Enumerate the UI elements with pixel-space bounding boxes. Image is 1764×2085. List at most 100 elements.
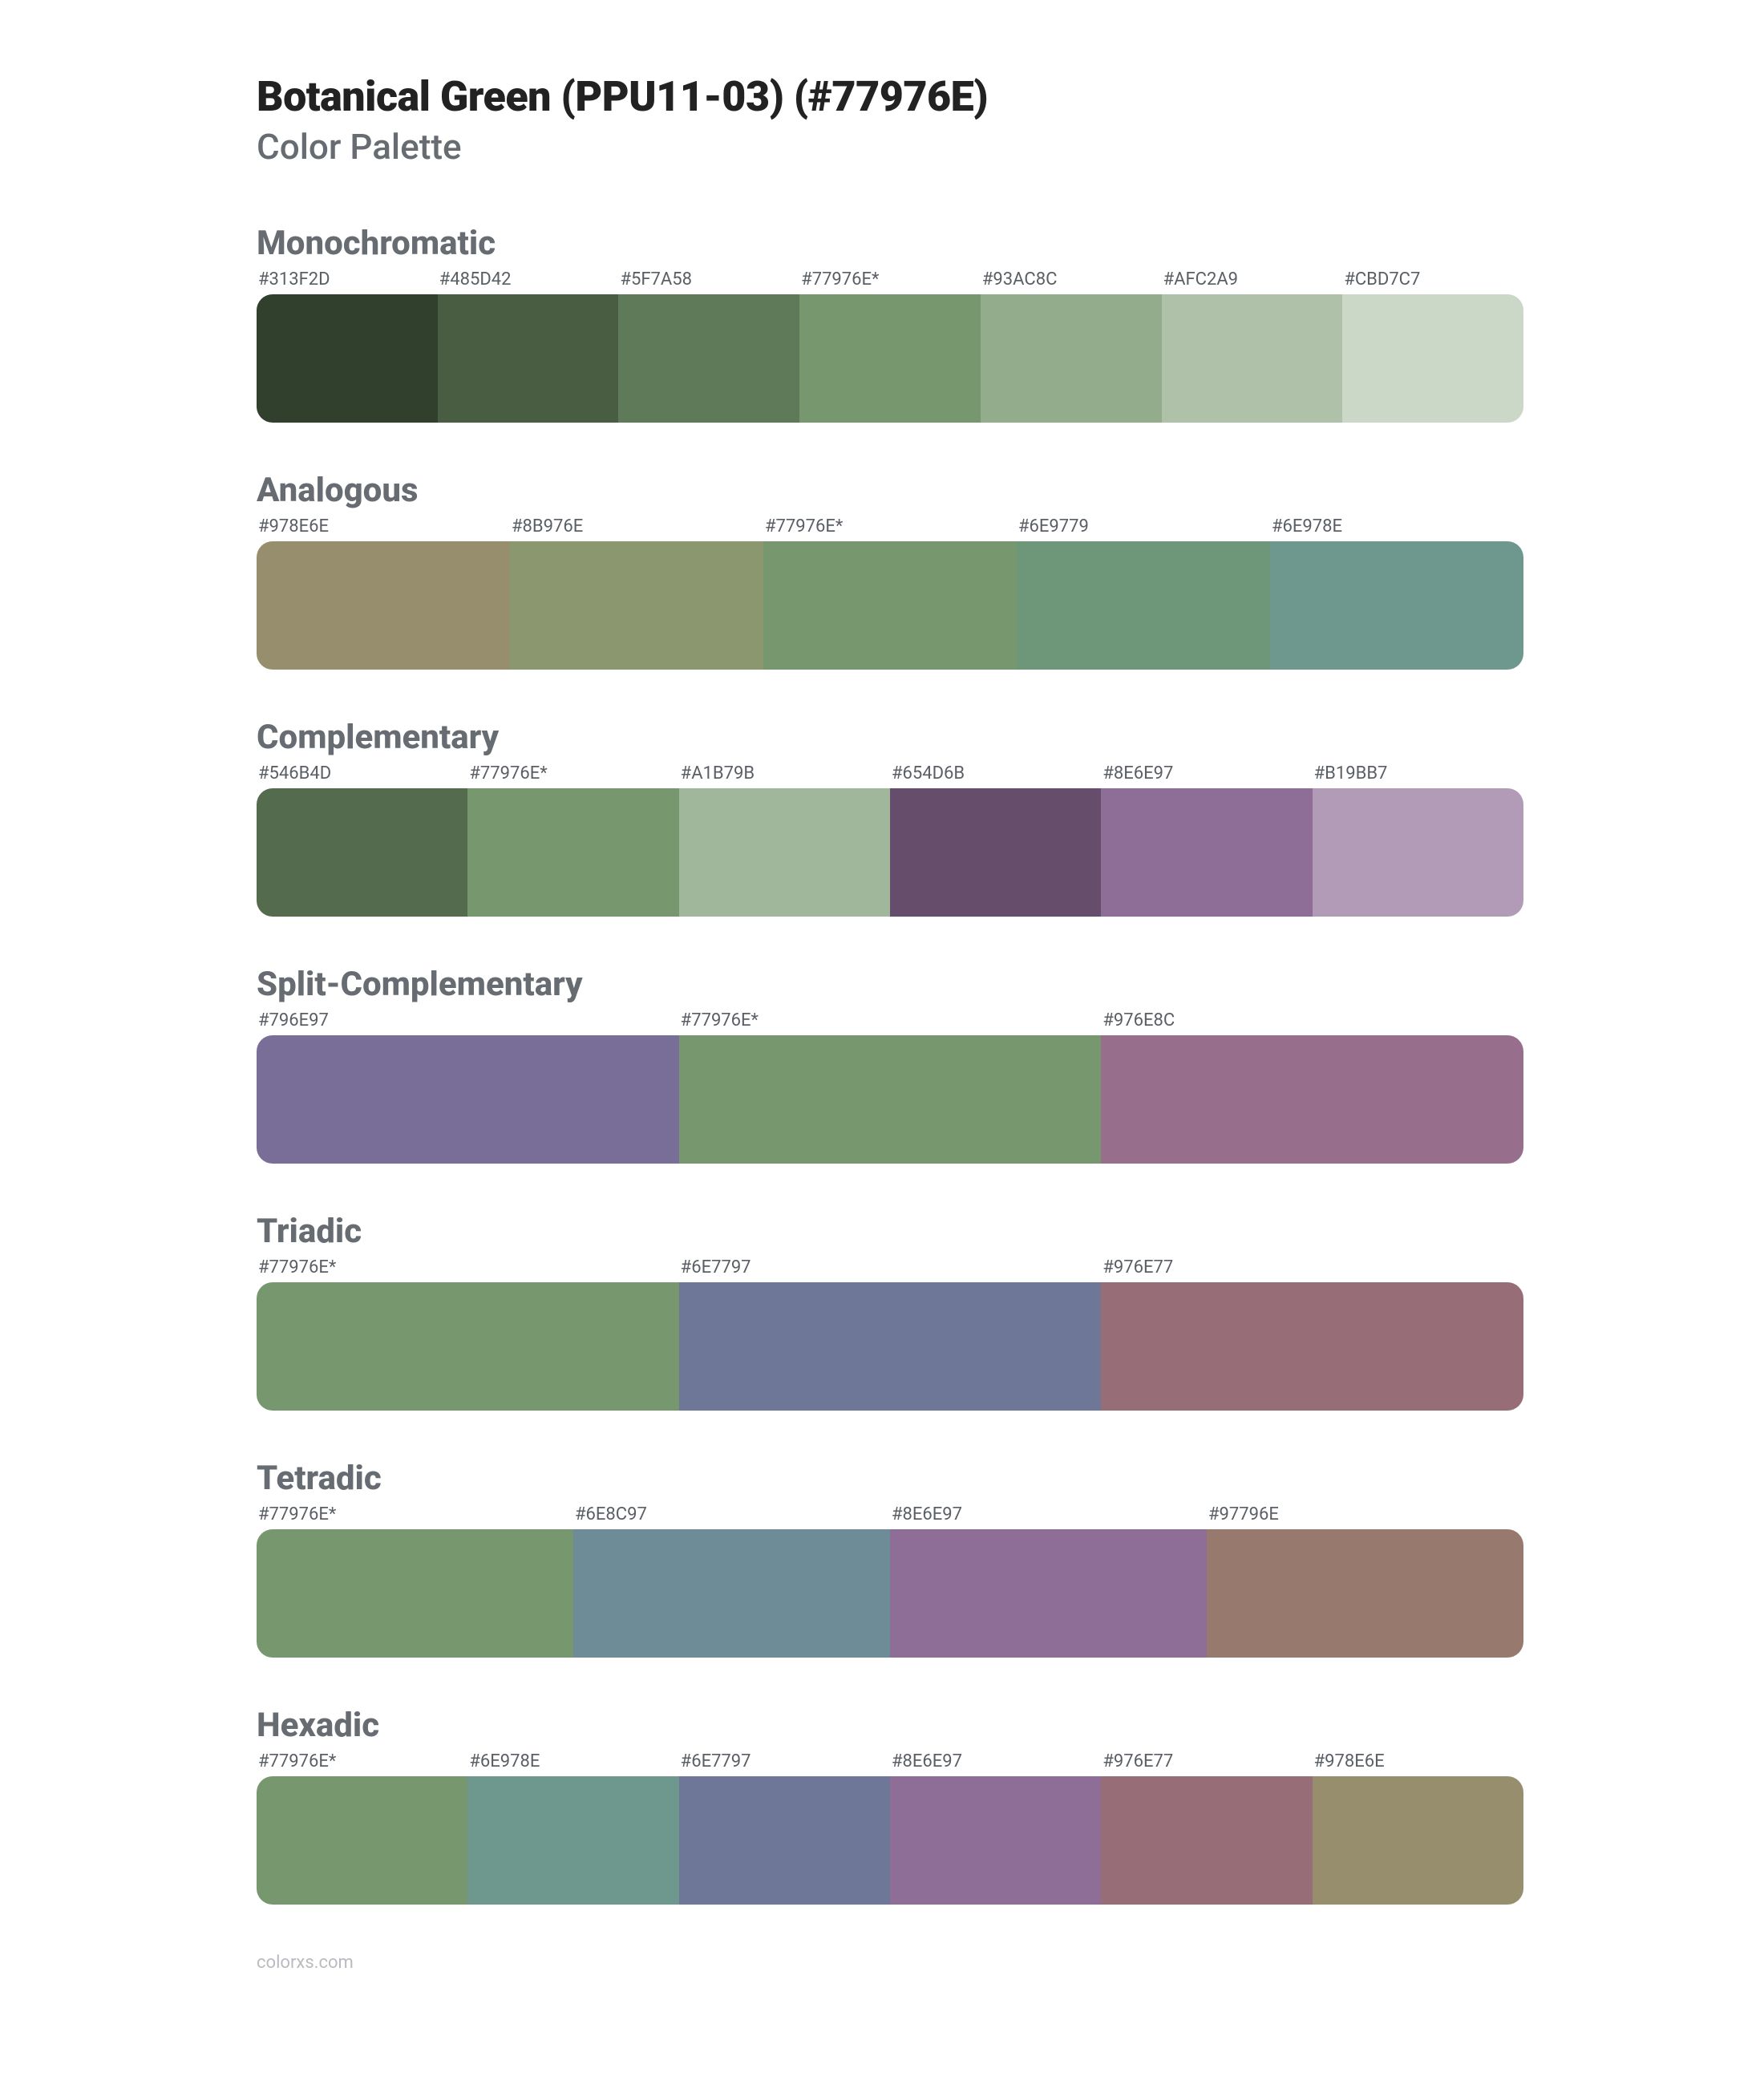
scheme-section: Split-Complementary #796E97#77976E*#976E8… bbox=[257, 965, 1523, 1164]
scheme-title: Tetradic bbox=[257, 1459, 1523, 1498]
swatch-label: #AFC2A9 bbox=[1162, 266, 1343, 294]
scheme-section: Complementary #546B4D#77976E*#A1B79B#654D… bbox=[257, 718, 1523, 917]
swatch-label: #93AC8C bbox=[981, 266, 1162, 294]
swatch-label: #546B4D bbox=[257, 760, 467, 788]
swatch-label: #6E8C97 bbox=[573, 1501, 890, 1529]
color-swatch[interactable] bbox=[1207, 1529, 1523, 1658]
swatch-label: #978E6E bbox=[257, 513, 510, 541]
swatch-label: #77976E* bbox=[679, 1007, 1102, 1035]
swatch-label: #6E9779 bbox=[1017, 513, 1270, 541]
palette-schemes-container: Monochromatic#313F2D#485D42#5F7A58#77976… bbox=[257, 224, 1523, 1905]
scheme-section: Monochromatic #313F2D#485D42#5F7A58#77976… bbox=[257, 224, 1523, 423]
swatch-label: #654D6B bbox=[890, 760, 1101, 788]
color-swatch[interactable] bbox=[679, 788, 890, 917]
page-subtitle: Color Palette bbox=[257, 126, 1523, 168]
swatch-label: #796E97 bbox=[257, 1007, 679, 1035]
color-swatch[interactable] bbox=[257, 1282, 679, 1411]
scheme-section: Tetradic #77976E*#6E8C97#8E6E97#97796E bbox=[257, 1459, 1523, 1658]
color-swatch[interactable] bbox=[1162, 294, 1343, 423]
swatch-label: #77976E* bbox=[467, 760, 678, 788]
scheme-title: Complementary bbox=[257, 718, 1523, 757]
swatch-label: #8E6E97 bbox=[1101, 760, 1312, 788]
swatch-label: #8E6E97 bbox=[890, 1748, 1101, 1776]
swatch-label: #B19BB7 bbox=[1313, 760, 1523, 788]
color-swatch[interactable] bbox=[573, 1529, 890, 1658]
color-swatch[interactable] bbox=[890, 1776, 1101, 1905]
swatch-row bbox=[257, 1529, 1523, 1658]
swatch-row bbox=[257, 1776, 1523, 1905]
swatch-label: #CBD7C7 bbox=[1342, 266, 1523, 294]
swatch-label: #6E978E bbox=[1270, 513, 1523, 541]
swatch-label: #A1B79B bbox=[679, 760, 890, 788]
color-swatch[interactable] bbox=[679, 1776, 890, 1905]
swatch-labels-row: #77976E*#6E8C97#8E6E97#97796E bbox=[257, 1501, 1523, 1529]
swatch-labels-row: #77976E*#6E978E#6E7797#8E6E97#976E77#978… bbox=[257, 1748, 1523, 1776]
swatch-label: #77976E* bbox=[257, 1748, 467, 1776]
swatch-labels-row: #313F2D#485D42#5F7A58#77976E*#93AC8C#AFC… bbox=[257, 266, 1523, 294]
color-swatch[interactable] bbox=[1342, 294, 1523, 423]
color-swatch[interactable] bbox=[1313, 1776, 1523, 1905]
swatch-labels-row: #546B4D#77976E*#A1B79B#654D6B#8E6E97#B19… bbox=[257, 760, 1523, 788]
color-swatch[interactable] bbox=[257, 294, 438, 423]
color-swatch[interactable] bbox=[257, 1776, 467, 1905]
swatch-labels-row: #77976E*#6E7797#976E77 bbox=[257, 1254, 1523, 1282]
swatch-row bbox=[257, 294, 1523, 423]
color-swatch[interactable] bbox=[1313, 788, 1523, 917]
swatch-row bbox=[257, 541, 1523, 670]
swatch-label: #978E6E bbox=[1313, 1748, 1523, 1776]
color-swatch[interactable] bbox=[1017, 541, 1270, 670]
color-swatch[interactable] bbox=[257, 788, 467, 917]
color-swatch[interactable] bbox=[799, 294, 981, 423]
scheme-title: Split-Complementary bbox=[257, 965, 1523, 1004]
color-swatch[interactable] bbox=[257, 1529, 573, 1658]
color-swatch[interactable] bbox=[257, 541, 510, 670]
scheme-title: Analogous bbox=[257, 471, 1523, 510]
scheme-title: Triadic bbox=[257, 1212, 1523, 1251]
swatch-row bbox=[257, 1282, 1523, 1411]
swatch-row bbox=[257, 788, 1523, 917]
swatch-label: #77976E* bbox=[257, 1501, 573, 1529]
color-swatch[interactable] bbox=[1101, 788, 1312, 917]
scheme-section: Hexadic #77976E*#6E978E#6E7797#8E6E97#976… bbox=[257, 1706, 1523, 1905]
swatch-labels-row: #978E6E#8B976E#77976E*#6E9779#6E978E bbox=[257, 513, 1523, 541]
swatch-label: #976E8C bbox=[1101, 1007, 1523, 1035]
color-swatch[interactable] bbox=[981, 294, 1162, 423]
color-swatch[interactable] bbox=[1101, 1035, 1523, 1164]
swatch-label: #77976E* bbox=[257, 1254, 679, 1282]
color-swatch[interactable] bbox=[467, 1776, 678, 1905]
scheme-title: Hexadic bbox=[257, 1706, 1523, 1745]
color-swatch[interactable] bbox=[618, 294, 799, 423]
swatch-label: #976E77 bbox=[1101, 1254, 1523, 1282]
swatch-label: #77976E* bbox=[763, 513, 1017, 541]
footer-credit: colorxs.com bbox=[257, 1953, 1523, 1973]
swatch-row bbox=[257, 1035, 1523, 1164]
color-swatch[interactable] bbox=[1101, 1776, 1312, 1905]
scheme-section: Analogous #978E6E#8B976E#77976E*#6E9779#6… bbox=[257, 471, 1523, 670]
swatch-label: #6E978E bbox=[467, 1748, 678, 1776]
swatch-label: #313F2D bbox=[257, 266, 438, 294]
color-swatch[interactable] bbox=[510, 541, 763, 670]
swatch-label: #8E6E97 bbox=[890, 1501, 1207, 1529]
color-swatch[interactable] bbox=[438, 294, 619, 423]
color-swatch[interactable] bbox=[1101, 1282, 1523, 1411]
swatch-label: #8B976E bbox=[510, 513, 763, 541]
page-title: Botanical Green (PPU11-03) (#77976E) bbox=[257, 72, 1523, 121]
swatch-label: #5F7A58 bbox=[618, 266, 799, 294]
color-swatch[interactable] bbox=[890, 788, 1101, 917]
scheme-section: Triadic #77976E*#6E7797#976E77 bbox=[257, 1212, 1523, 1411]
color-swatch[interactable] bbox=[467, 788, 678, 917]
color-swatch[interactable] bbox=[890, 1529, 1207, 1658]
color-swatch[interactable] bbox=[257, 1035, 679, 1164]
swatch-labels-row: #796E97#77976E*#976E8C bbox=[257, 1007, 1523, 1035]
swatch-label: #6E7797 bbox=[679, 1748, 890, 1776]
color-swatch[interactable] bbox=[679, 1282, 1102, 1411]
swatch-label: #976E77 bbox=[1101, 1748, 1312, 1776]
swatch-label: #485D42 bbox=[438, 266, 619, 294]
color-swatch[interactable] bbox=[1270, 541, 1523, 670]
color-swatch[interactable] bbox=[679, 1035, 1102, 1164]
color-swatch[interactable] bbox=[763, 541, 1017, 670]
swatch-label: #97796E bbox=[1207, 1501, 1523, 1529]
swatch-label: #77976E* bbox=[799, 266, 981, 294]
swatch-label: #6E7797 bbox=[679, 1254, 1102, 1282]
scheme-title: Monochromatic bbox=[257, 224, 1523, 263]
